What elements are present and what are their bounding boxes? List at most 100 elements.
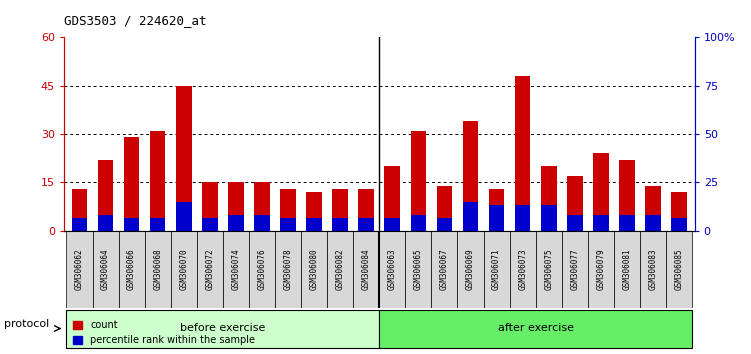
Bar [228,182,244,231]
FancyBboxPatch shape [614,231,640,308]
Bar [333,189,348,231]
FancyBboxPatch shape [457,231,484,308]
FancyBboxPatch shape [145,231,170,308]
FancyBboxPatch shape [379,310,692,348]
Text: GSM306063: GSM306063 [388,249,397,290]
Bar [333,218,348,231]
Bar [358,189,374,231]
FancyBboxPatch shape [588,231,614,308]
Bar [671,218,687,231]
Text: GSM306084: GSM306084 [362,249,371,290]
FancyBboxPatch shape [535,231,562,308]
FancyBboxPatch shape [484,231,510,308]
Bar [254,215,270,231]
FancyBboxPatch shape [406,231,431,308]
FancyBboxPatch shape [666,231,692,308]
FancyBboxPatch shape [223,231,249,308]
Text: GSM306082: GSM306082 [336,249,345,290]
FancyBboxPatch shape [431,231,457,308]
Bar [411,131,426,231]
FancyBboxPatch shape [66,231,92,308]
Bar [541,166,556,231]
Bar [98,160,113,231]
Bar [124,218,140,231]
Text: GSM306080: GSM306080 [309,249,318,290]
Bar [593,153,608,231]
FancyBboxPatch shape [327,231,353,308]
FancyBboxPatch shape [119,231,145,308]
Bar [280,189,296,231]
Bar [567,176,583,231]
Text: GSM306079: GSM306079 [596,249,605,290]
Bar [567,215,583,231]
Bar [150,131,165,231]
Text: after exercise: after exercise [498,324,574,333]
FancyBboxPatch shape [170,231,197,308]
Text: GSM306077: GSM306077 [570,249,579,290]
Bar [306,192,322,231]
Bar [228,215,244,231]
FancyBboxPatch shape [301,231,327,308]
Bar [541,205,556,231]
Bar [150,218,165,231]
Bar [385,218,400,231]
Bar [671,192,687,231]
FancyBboxPatch shape [379,231,406,308]
Bar [385,166,400,231]
Text: GDS3503 / 224620_at: GDS3503 / 224620_at [64,14,207,27]
FancyBboxPatch shape [640,231,666,308]
Bar [176,86,192,231]
FancyBboxPatch shape [353,231,379,308]
Bar [202,218,218,231]
Bar [463,121,478,231]
Text: GSM306067: GSM306067 [440,249,449,290]
Bar [202,182,218,231]
Bar [358,218,374,231]
Bar [489,189,505,231]
Text: protocol: protocol [4,319,49,329]
FancyBboxPatch shape [66,310,379,348]
Bar [176,202,192,231]
Text: GSM306074: GSM306074 [231,249,240,290]
Text: GSM306069: GSM306069 [466,249,475,290]
Bar [124,137,140,231]
Bar [436,218,452,231]
FancyBboxPatch shape [275,231,301,308]
Bar [593,215,608,231]
Text: GSM306078: GSM306078 [284,249,293,290]
Text: GSM306064: GSM306064 [101,249,110,290]
Text: GSM306070: GSM306070 [179,249,189,290]
Text: GSM306065: GSM306065 [414,249,423,290]
Text: GSM306073: GSM306073 [518,249,527,290]
Bar [489,205,505,231]
Bar [514,76,530,231]
Bar [254,182,270,231]
Text: GSM306068: GSM306068 [153,249,162,290]
Bar [463,202,478,231]
Text: before exercise: before exercise [180,324,266,333]
Bar [98,215,113,231]
Text: GSM306075: GSM306075 [544,249,553,290]
Text: GSM306072: GSM306072 [205,249,214,290]
Bar [306,218,322,231]
Text: GSM306083: GSM306083 [648,249,657,290]
FancyBboxPatch shape [197,231,223,308]
Bar [71,218,87,231]
Text: GSM306071: GSM306071 [492,249,501,290]
Bar [645,215,661,231]
Legend: count, percentile rank within the sample: count, percentile rank within the sample [68,316,259,349]
Text: GSM306062: GSM306062 [75,249,84,290]
Text: GSM306066: GSM306066 [127,249,136,290]
Bar [514,205,530,231]
FancyBboxPatch shape [562,231,588,308]
Bar [411,215,426,231]
Bar [436,185,452,231]
FancyBboxPatch shape [92,231,119,308]
Text: GSM306081: GSM306081 [623,249,632,290]
Bar [619,215,635,231]
FancyBboxPatch shape [249,231,275,308]
Text: GSM306076: GSM306076 [258,249,267,290]
FancyBboxPatch shape [510,231,535,308]
Bar [645,185,661,231]
Bar [619,160,635,231]
